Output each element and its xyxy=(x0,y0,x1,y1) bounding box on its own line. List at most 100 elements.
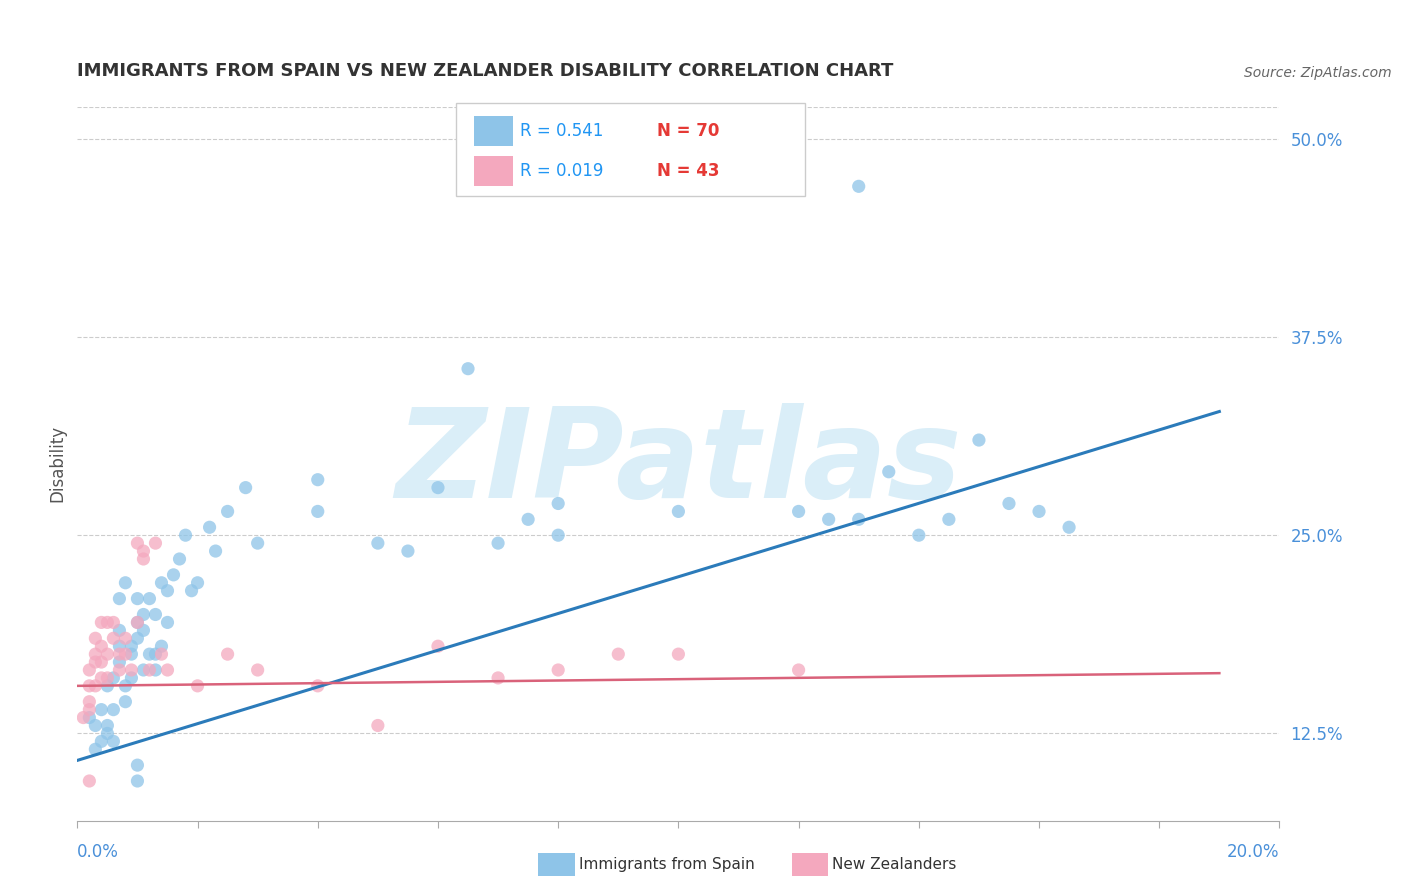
Text: N = 70: N = 70 xyxy=(657,121,718,139)
Point xyxy=(162,567,184,582)
Point xyxy=(145,536,167,550)
FancyBboxPatch shape xyxy=(456,103,804,196)
Point xyxy=(96,615,118,630)
Point xyxy=(108,639,131,653)
Point xyxy=(204,544,226,558)
Point xyxy=(114,679,136,693)
Text: N = 43: N = 43 xyxy=(657,161,720,179)
Point xyxy=(127,632,149,646)
Text: R = 0.019: R = 0.019 xyxy=(520,161,603,179)
Point xyxy=(138,647,160,661)
Point xyxy=(90,671,112,685)
Point xyxy=(79,679,101,693)
Point xyxy=(103,671,125,685)
Point xyxy=(668,504,690,518)
Point xyxy=(145,607,167,622)
Point xyxy=(186,575,209,590)
Point xyxy=(84,655,107,669)
Point xyxy=(84,632,107,646)
Point xyxy=(84,679,107,693)
Point xyxy=(235,481,257,495)
Point xyxy=(307,504,329,518)
Point xyxy=(457,361,479,376)
Point xyxy=(848,179,870,194)
Point xyxy=(307,679,329,693)
Text: Immigrants from Spain: Immigrants from Spain xyxy=(579,857,755,871)
Point xyxy=(517,512,540,526)
Point xyxy=(998,496,1021,510)
Point xyxy=(132,552,155,566)
Point xyxy=(547,496,569,510)
Text: 20.0%: 20.0% xyxy=(1227,843,1279,861)
Point xyxy=(103,615,125,630)
Point xyxy=(427,481,450,495)
Point xyxy=(150,639,173,653)
Point xyxy=(486,671,509,685)
Point xyxy=(198,520,221,534)
Point xyxy=(84,647,107,661)
Point xyxy=(84,718,107,732)
Point xyxy=(547,528,569,542)
Point xyxy=(79,703,101,717)
Point xyxy=(817,512,839,526)
Point xyxy=(967,433,990,447)
Point xyxy=(787,504,810,518)
Point xyxy=(174,528,197,542)
Point xyxy=(108,624,131,638)
Point xyxy=(79,695,101,709)
Point xyxy=(145,663,167,677)
Point xyxy=(217,504,239,518)
Point xyxy=(127,591,149,606)
Point xyxy=(127,615,149,630)
Point xyxy=(908,528,931,542)
Point xyxy=(132,607,155,622)
Point xyxy=(938,512,960,526)
Point xyxy=(132,624,155,638)
Point xyxy=(427,639,450,653)
Point xyxy=(127,774,149,789)
Point xyxy=(787,663,810,677)
Point xyxy=(156,615,179,630)
Point xyxy=(127,615,149,630)
Point xyxy=(367,536,389,550)
Point xyxy=(607,647,630,661)
Point xyxy=(120,671,142,685)
Point xyxy=(96,726,118,740)
Point xyxy=(96,671,118,685)
Point xyxy=(79,710,101,724)
Point xyxy=(1028,504,1050,518)
Point xyxy=(120,663,142,677)
Point xyxy=(150,647,173,661)
Point xyxy=(114,632,136,646)
Point xyxy=(186,679,209,693)
Text: 0.0%: 0.0% xyxy=(77,843,120,861)
Point xyxy=(84,742,107,756)
Point xyxy=(217,647,239,661)
Text: New Zealanders: New Zealanders xyxy=(832,857,956,871)
Point xyxy=(246,536,269,550)
Point xyxy=(396,544,419,558)
Point xyxy=(132,544,155,558)
Point xyxy=(150,575,173,590)
FancyBboxPatch shape xyxy=(474,116,513,145)
Point xyxy=(114,695,136,709)
Point xyxy=(79,663,101,677)
Text: R = 0.541: R = 0.541 xyxy=(520,121,603,139)
Point xyxy=(108,591,131,606)
Point xyxy=(96,718,118,732)
Y-axis label: Disability: Disability xyxy=(48,425,66,502)
Point xyxy=(367,718,389,732)
Point xyxy=(114,575,136,590)
Point xyxy=(103,632,125,646)
Point xyxy=(547,663,569,677)
Text: IMMIGRANTS FROM SPAIN VS NEW ZEALANDER DISABILITY CORRELATION CHART: IMMIGRANTS FROM SPAIN VS NEW ZEALANDER D… xyxy=(77,62,894,80)
Point xyxy=(108,647,131,661)
Point xyxy=(108,663,131,677)
Point xyxy=(120,647,142,661)
Point xyxy=(90,703,112,717)
Point xyxy=(145,647,167,661)
Text: Source: ZipAtlas.com: Source: ZipAtlas.com xyxy=(1244,66,1392,80)
Point xyxy=(246,663,269,677)
Point xyxy=(132,663,155,677)
Point xyxy=(127,536,149,550)
